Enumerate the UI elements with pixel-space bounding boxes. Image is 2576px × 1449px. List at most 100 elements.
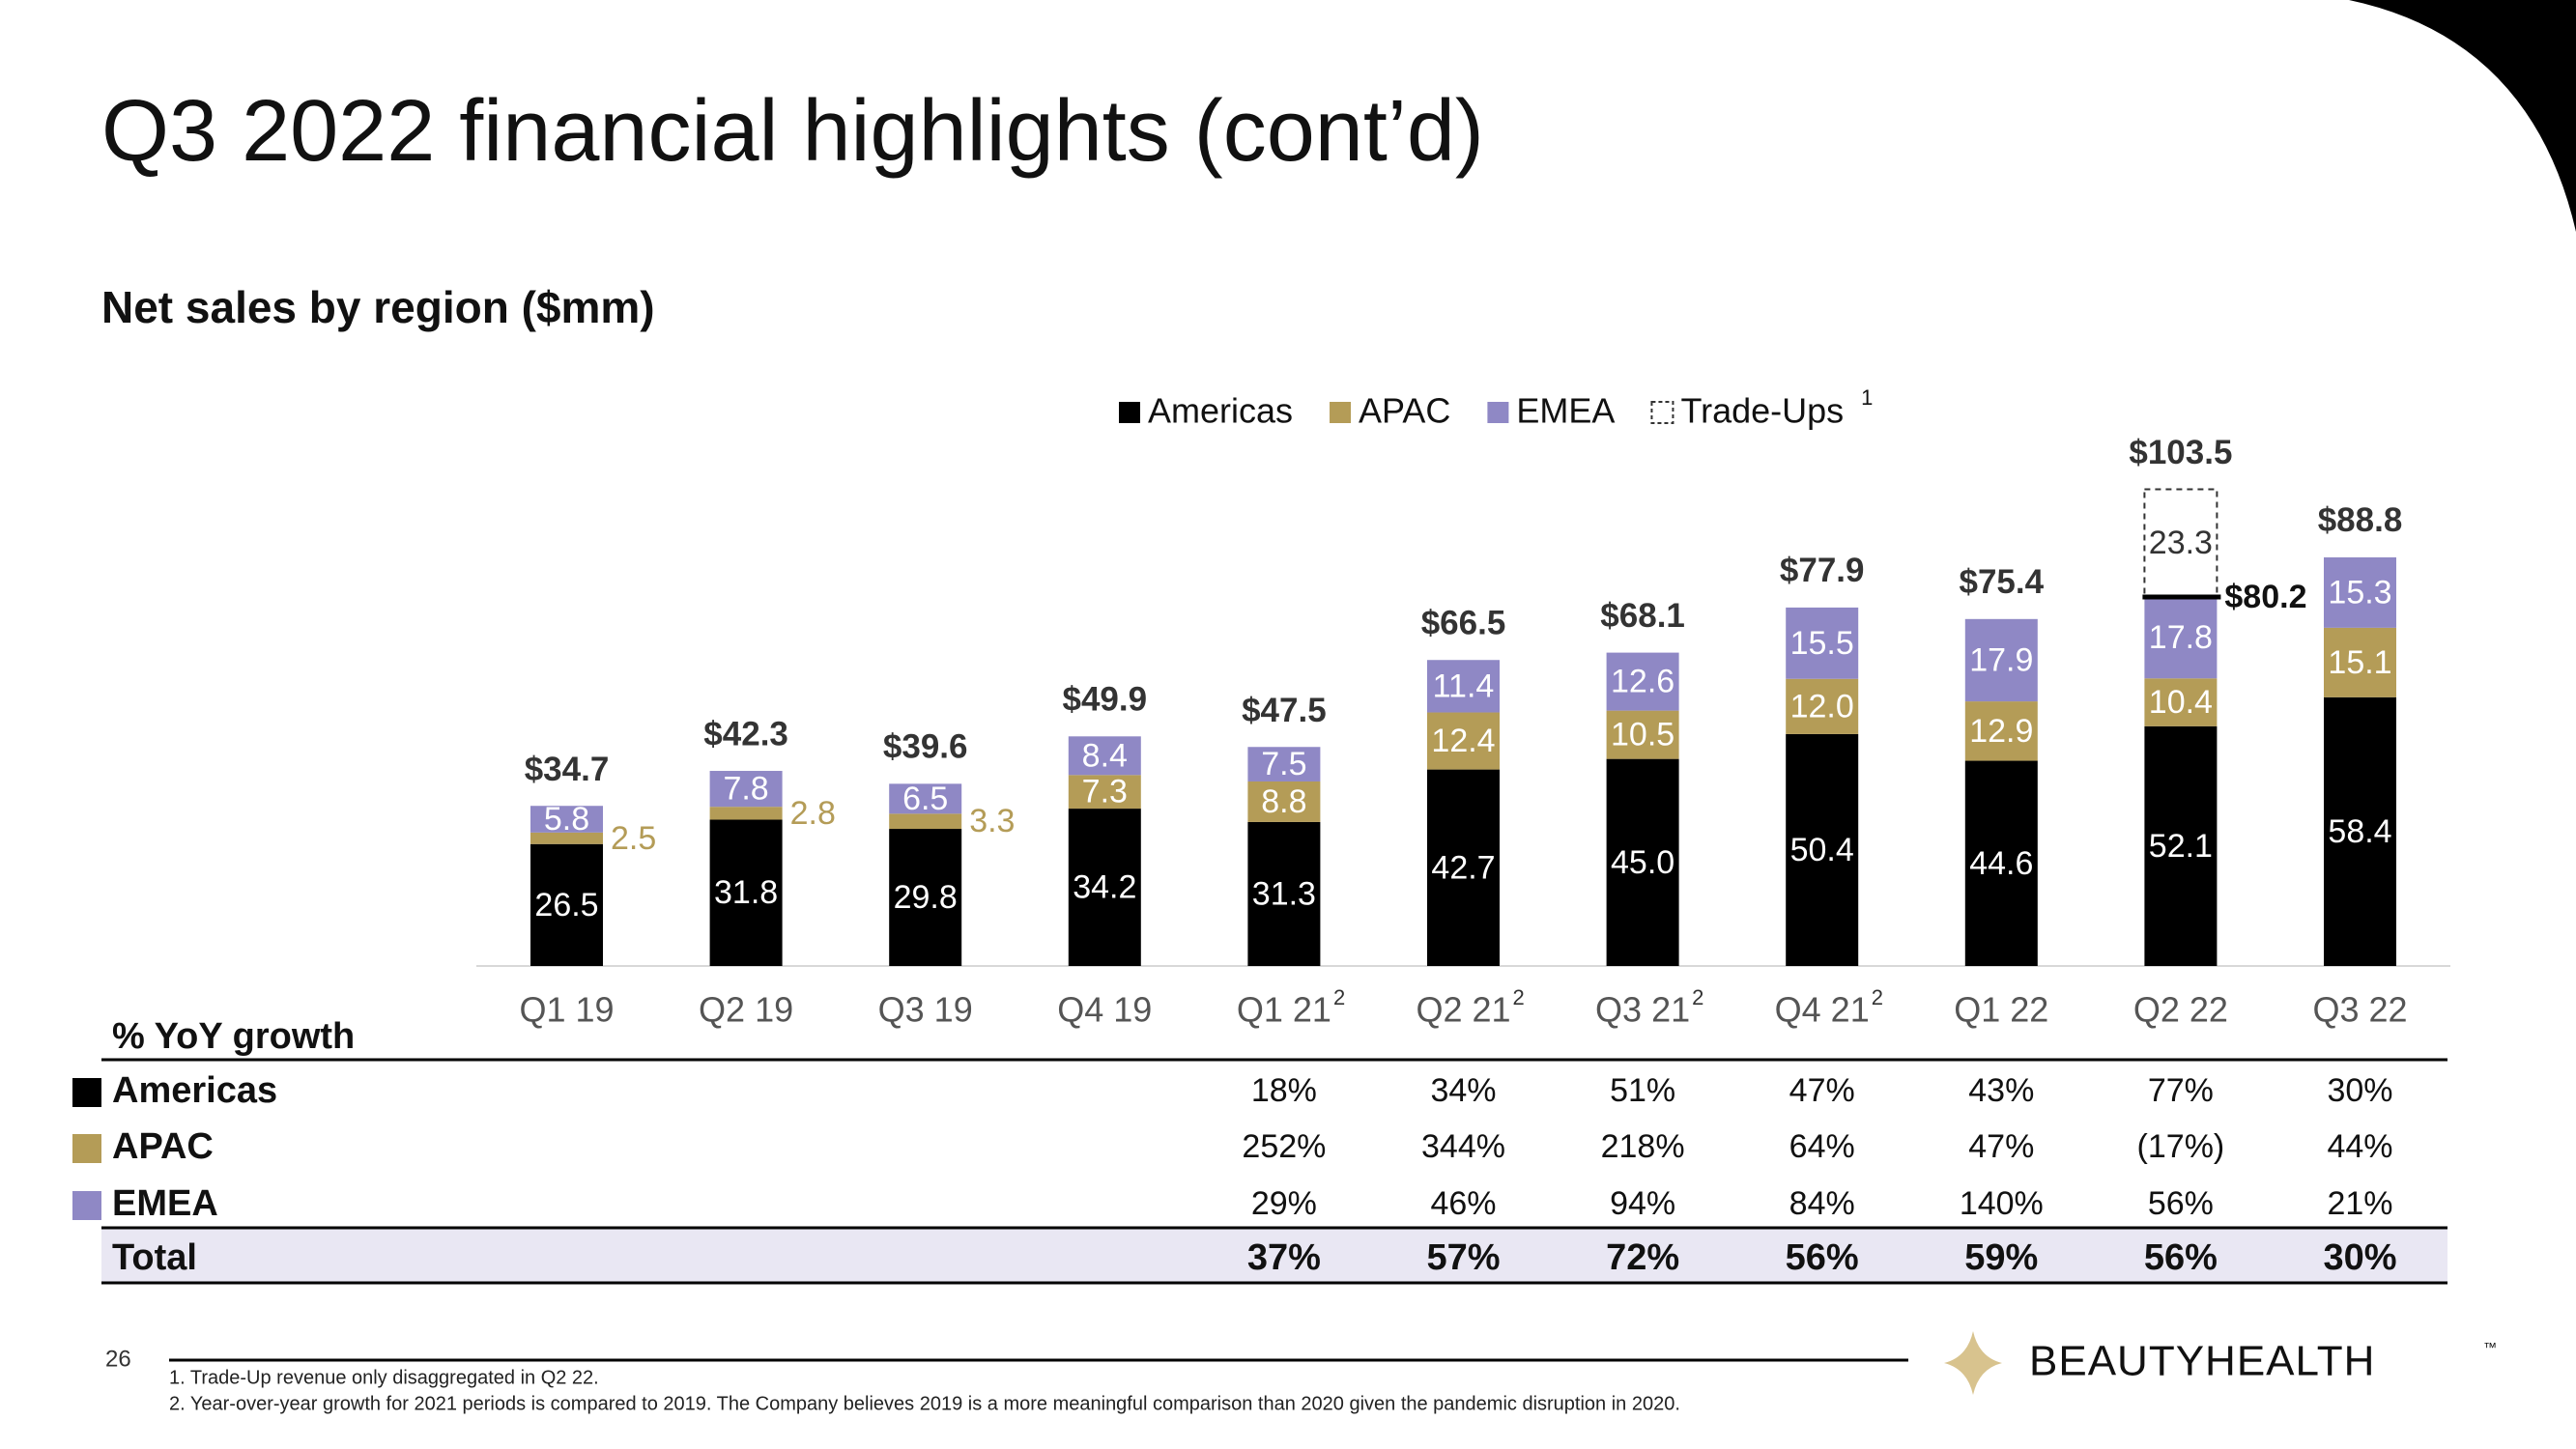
segment-label: 12.4 (1431, 723, 1495, 759)
table-cell: 94% (1610, 1185, 1675, 1222)
footnote: 2. Year-over-year growth for 2021 period… (169, 1393, 1680, 1414)
row-swatch (72, 1078, 101, 1107)
segment-label: 50.4 (1790, 832, 1854, 868)
table-title: % YoY growth (112, 1016, 355, 1057)
x-tick-label: Q2 19 (699, 990, 793, 1030)
segment-label: 6.5 (902, 781, 948, 817)
bar-segment (2324, 627, 2396, 697)
total-label: $66.5 (1421, 604, 1506, 641)
subtitle: Net sales by region ($mm) (101, 282, 655, 332)
table-cell: 57% (1426, 1237, 1500, 1278)
segment-label: 8.4 (1082, 737, 1128, 774)
table-cell: 44% (2327, 1128, 2392, 1165)
segment-label: 23.3 (2149, 525, 2213, 561)
table-cell: 218% (1601, 1128, 1685, 1165)
segment-label: 44.6 (1969, 845, 2033, 882)
table-cell: 43% (1968, 1072, 2034, 1109)
bar-segment (2144, 725, 2218, 966)
legend-swatch (1487, 402, 1509, 423)
segment-label: 31.3 (1252, 875, 1316, 912)
segment-label: 2.5 (611, 820, 656, 857)
bar-segment (2324, 696, 2396, 966)
bar-segment (1068, 775, 1141, 810)
segment-label: 10.5 (1611, 717, 1674, 753)
segment-label: 7.3 (1082, 774, 1128, 810)
bar-segment (2324, 556, 2396, 628)
row-label: Americas (112, 1070, 277, 1111)
segment-label: 31.8 (714, 874, 778, 911)
table-cell: (17%) (2137, 1128, 2225, 1165)
table-cell: 56% (2144, 1237, 2218, 1278)
x-tick-label: Q2 22 (2133, 990, 2228, 1030)
bar-segment (1786, 733, 1859, 966)
table-cell: 37% (1247, 1237, 1321, 1278)
row-swatch (72, 1191, 101, 1220)
table-cell: 29% (1251, 1185, 1317, 1222)
legend-swatch (1330, 402, 1352, 423)
segment-label: 15.3 (2328, 574, 2391, 611)
segment-label: 52.1 (2149, 828, 2213, 865)
x-tick-label: Q3 21 (1595, 990, 1690, 1030)
table-cell: 51% (1610, 1072, 1675, 1109)
bar-segment (1786, 678, 1859, 734)
table-cell: 72% (1606, 1237, 1679, 1278)
segment-label: 17.9 (1969, 641, 2033, 678)
table-cell: 56% (1786, 1237, 1859, 1278)
total-label: $47.5 (1242, 692, 1327, 729)
bar-segment (1606, 652, 1679, 711)
bar-segment (889, 813, 962, 830)
table-cell: 30% (2327, 1072, 2392, 1109)
bar-segment (2144, 596, 2218, 679)
corner-shape (2349, 0, 2576, 232)
total-label: $34.7 (525, 751, 610, 788)
bar-segment (1247, 747, 1321, 781)
segment-label: 7.5 (1261, 746, 1306, 782)
annotation-label: $80.2 (2224, 579, 2306, 615)
segment-label: 45.0 (1611, 844, 1674, 881)
legend-swatch (1119, 402, 1140, 423)
bar-segment (1606, 758, 1679, 966)
x-tick-note: 2 (1513, 985, 1525, 1009)
row-label: Total (112, 1237, 197, 1278)
segment-label: 15.5 (1790, 625, 1854, 662)
segment-label: 17.8 (2149, 619, 2213, 656)
legend-note: 1 (1861, 385, 1873, 410)
bar-segment (530, 832, 603, 844)
bar-segment (889, 829, 962, 966)
bar-segment (1964, 701, 2038, 761)
bar-segment (1427, 769, 1500, 966)
legend-label: APAC (1359, 391, 1450, 431)
x-tick-label: Q4 19 (1057, 990, 1152, 1030)
total-label: $103.5 (2129, 434, 2232, 471)
segment-label: 42.7 (1431, 849, 1495, 886)
segment-label: 26.5 (534, 887, 598, 923)
bar-segment (1964, 760, 2038, 966)
bar-segment (530, 806, 603, 833)
total-row-bg (101, 1228, 2447, 1283)
x-tick-label: Q1 19 (519, 990, 614, 1030)
x-tick-label: Q3 19 (878, 990, 973, 1030)
bar-segment (709, 807, 783, 820)
legend-label: Americas (1148, 391, 1293, 431)
table-cell: 30% (2323, 1237, 2396, 1278)
bar-segment (1247, 821, 1321, 966)
x-tick-label: Q4 21 (1775, 990, 1870, 1030)
x-tick-label: Q1 22 (1954, 990, 2048, 1030)
row-label: EMEA (112, 1183, 218, 1224)
bar-segment (1964, 618, 2038, 702)
bar-segment (889, 783, 962, 814)
row-swatch (72, 1134, 101, 1163)
x-tick-label: Q3 22 (2312, 990, 2407, 1030)
page-number: 26 (105, 1346, 131, 1372)
row-label: APAC (112, 1126, 214, 1167)
x-tick-note: 2 (1333, 985, 1345, 1009)
x-tick-label: Q2 21 (1416, 990, 1510, 1030)
table-cell: 64% (1789, 1128, 1855, 1165)
table-cell: 77% (2148, 1072, 2214, 1109)
x-tick-note: 2 (1872, 985, 1883, 1009)
logo-star (1944, 1331, 2002, 1395)
total-label: $49.9 (1063, 681, 1148, 719)
bar-segment (530, 843, 603, 966)
x-tick-label: Q1 21 (1237, 990, 1331, 1030)
